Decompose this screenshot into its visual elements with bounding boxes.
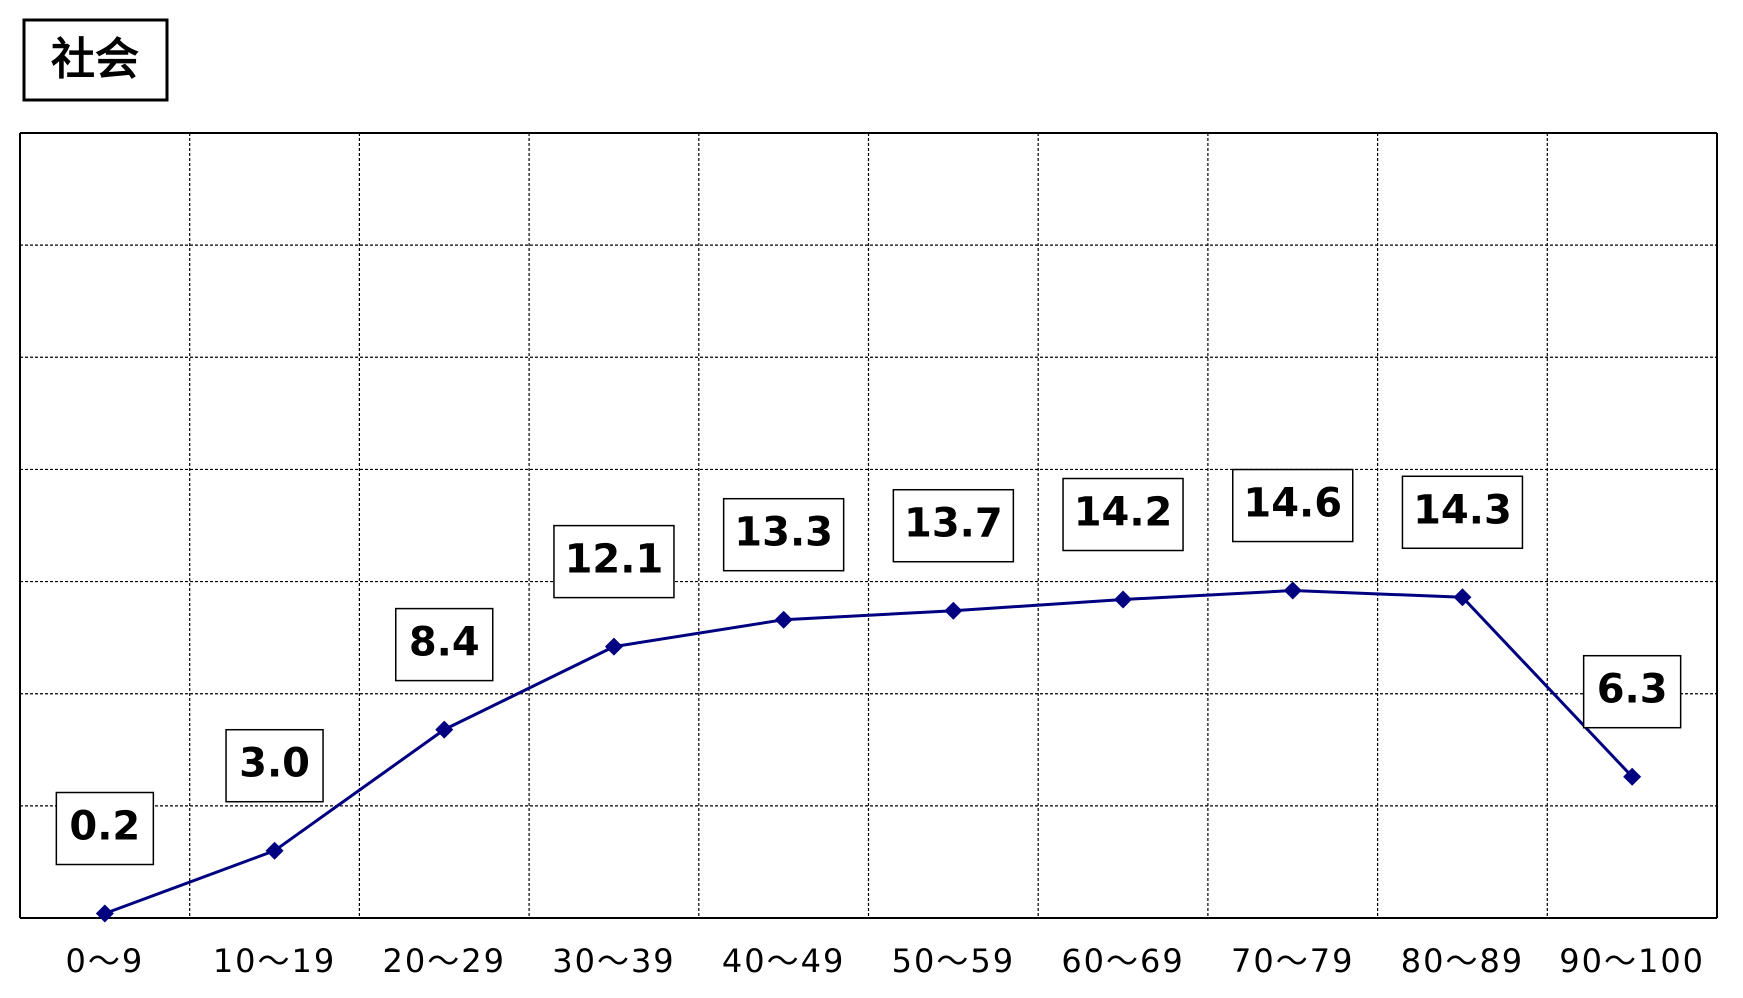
value-label-box xyxy=(55,791,155,866)
value-label-box xyxy=(722,497,845,572)
x-tick-label: 10～19 xyxy=(213,942,336,980)
value-label: 14.2 xyxy=(1074,490,1173,536)
marker xyxy=(435,720,454,739)
chart-title: 社会 xyxy=(51,34,139,85)
marker xyxy=(1114,590,1133,609)
x-tick-label: 90～100 xyxy=(1559,942,1705,980)
title-box xyxy=(22,18,169,102)
series-line xyxy=(104,589,1634,915)
value-label: 6.3 xyxy=(1597,667,1668,713)
x-tick-label: 50～59 xyxy=(892,942,1015,980)
value-label: 13.3 xyxy=(734,510,833,556)
value-label: 14.3 xyxy=(1413,487,1512,533)
value-label-box xyxy=(1232,468,1354,543)
value-label-box xyxy=(1582,654,1682,729)
value-label-box xyxy=(892,488,1015,563)
value-label: 0.2 xyxy=(69,804,140,850)
value-label: 12.1 xyxy=(565,537,664,583)
value-label-box xyxy=(1401,475,1524,550)
marker xyxy=(944,601,963,620)
marker xyxy=(265,841,284,860)
x-tick-label: 0～9 xyxy=(65,942,144,980)
x-tick-label: 80～89 xyxy=(1401,942,1524,980)
marker xyxy=(1283,581,1302,600)
marker xyxy=(95,904,114,923)
x-tick-label: 30～39 xyxy=(552,942,675,980)
x-tick-label: 40～49 xyxy=(722,942,845,980)
value-label-box xyxy=(1062,477,1184,552)
marker xyxy=(774,610,793,629)
marker xyxy=(604,637,623,656)
x-tick-label: 70～79 xyxy=(1231,942,1354,980)
value-label: 8.4 xyxy=(409,620,480,666)
value-label: 3.0 xyxy=(239,741,310,787)
value-label: 13.7 xyxy=(904,501,1003,547)
x-tick-label: 60～69 xyxy=(1061,942,1184,980)
value-label-box xyxy=(395,607,494,682)
value-label-box xyxy=(225,728,324,803)
value-label-box xyxy=(553,524,675,599)
value-label: 14.6 xyxy=(1243,481,1342,527)
x-tick-label: 20～29 xyxy=(383,942,506,980)
marker xyxy=(1623,767,1642,786)
marker xyxy=(1453,588,1472,607)
